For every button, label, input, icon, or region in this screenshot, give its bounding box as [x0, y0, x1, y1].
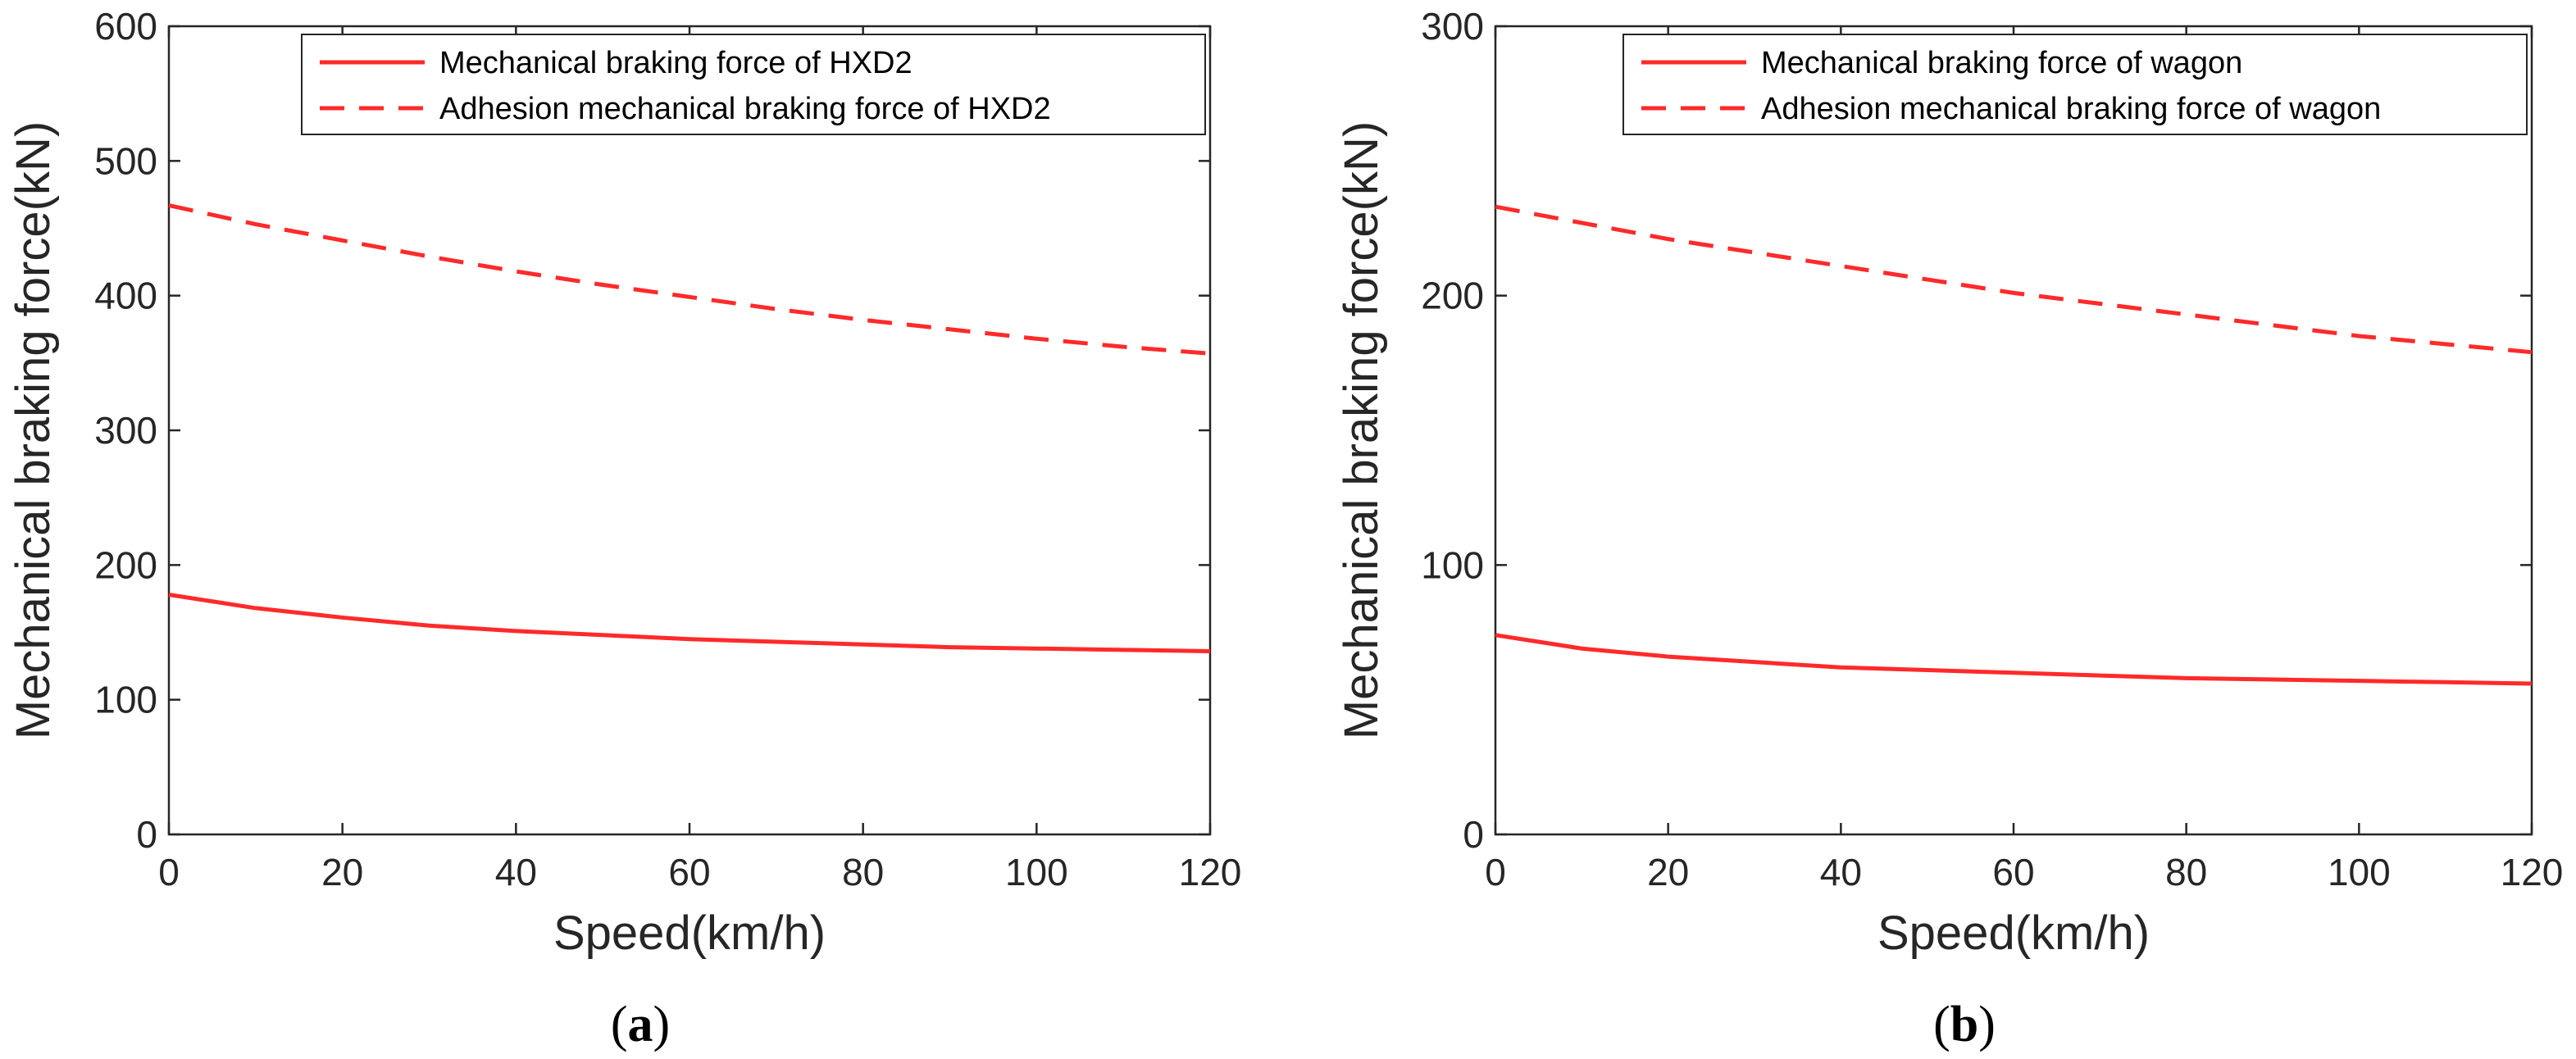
panel-b-x-tick-label: 100 [2328, 851, 2391, 893]
panel-b-y-tick-label: 100 [1421, 543, 1484, 586]
panel-a-y-axis-label: Mechanical braking force(kN) [7, 121, 60, 739]
panel-a-y-tick-label: 300 [94, 409, 157, 452]
panel-b-x-tick-label: 120 [2501, 851, 2564, 893]
panel-b-x-tick-label: 60 [1992, 851, 2034, 893]
panel-a-axes-box [167, 25, 1212, 836]
panel-a-y-tick-label: 400 [94, 275, 157, 317]
panel-b-y-tick-label: 200 [1421, 275, 1484, 317]
panel-a-y-tick-label: 0 [136, 813, 157, 856]
panel-b-caption: (b) [1933, 997, 1996, 1052]
panel-a-legend-box [301, 34, 1206, 135]
panel-b: 0 20 40 60 80 100 120 0 100 200 300 Mechanical brak… [1335, 5, 2563, 1052]
panel-a-x-tick-label: 40 [495, 851, 537, 893]
panel-b-legend: Mechanical braking force of wagon Adhesio… [1623, 34, 2528, 135]
panel-b-x-tick-label: 80 [2165, 851, 2207, 893]
panel-a-x-tick-label: 120 [1179, 851, 1242, 893]
panel-a-y-tick-label: 100 [94, 679, 157, 721]
panel-a: 0 20 40 60 80 100 120 0 100 200 300 400 500 600 Mechan… [7, 5, 1241, 1052]
panel-a-y-tick-label: 600 [94, 5, 157, 48]
panel-b-legend-label: Adhesion mechanical braking force of wag… [1761, 92, 2381, 126]
panel-b-series-line-adhesion [1495, 204, 2533, 355]
panel-a-x-tick-label: 80 [842, 851, 884, 893]
panel-a-legend: Mechanical braking force of HXD2 Adhesion… [301, 34, 1206, 135]
panel-b-y-axis-label: Mechanical braking force(kN) [1335, 121, 1388, 739]
panel-a-legend-label: Adhesion mechanical braking force of HXD… [439, 92, 1051, 126]
panel-a-legend-label: Mechanical braking force of HXD2 [439, 46, 913, 80]
panel-b-y-tick-label: 300 [1421, 5, 1484, 48]
panel-b-axes-box [1494, 25, 2533, 836]
panel-b-series-line-mechanical [1495, 633, 2533, 686]
panel-b-legend-box [1623, 34, 2528, 135]
panel-b-legend-label: Mechanical braking force of wagon [1761, 46, 2242, 80]
panel-a-y-tick-label: 200 [94, 543, 157, 586]
panel-a-x-tick-label: 0 [158, 851, 180, 893]
panel-b-x-tick-label: 40 [1820, 851, 1862, 893]
panel-a-x-tick-label: 100 [1005, 851, 1068, 893]
panel-b-x-tick-label: 20 [1647, 851, 1689, 893]
panel-b-y-tick-label: 0 [1463, 813, 1484, 856]
panel-a-series-line-adhesion [168, 203, 1211, 356]
panel-b-x-axis-label: Speed(km/h) [1877, 907, 2150, 960]
panel-b-x-tick-label: 0 [1485, 851, 1506, 893]
panel-a-x-tick-label: 60 [668, 851, 710, 893]
panel-a-caption: (a) [611, 997, 670, 1052]
panel-a-series-line-mechanical [168, 593, 1211, 654]
panel-a-y-tick-label: 500 [94, 139, 157, 182]
panel-a-x-tick-label: 20 [321, 851, 363, 893]
panel-a-x-axis-label: Speed(km/h) [553, 907, 826, 960]
